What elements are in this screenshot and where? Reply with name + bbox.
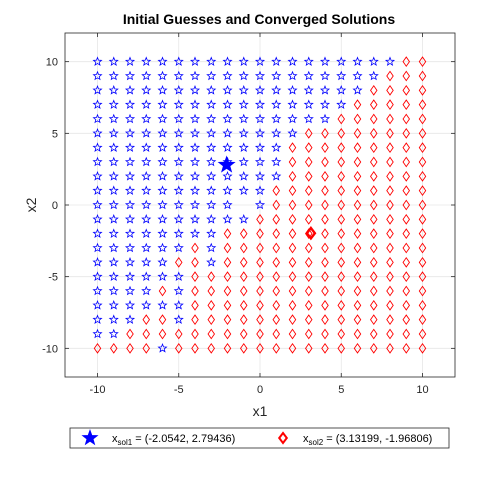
legend-label-sol2-value: = (3.13199, -1.96806) xyxy=(323,433,432,445)
chart-title: Initial Guesses and Converged Solutions xyxy=(123,11,395,27)
x-axis-label: x1 xyxy=(253,403,268,419)
legend: xsol1 = (-2.0542, 2.79436) xsol2 = (3.13… xyxy=(70,428,449,448)
y-tick-label: 5 xyxy=(52,128,58,140)
y-tick-label: -10 xyxy=(42,343,58,355)
x-tick-label: -5 xyxy=(174,384,184,396)
legend-label-sol1-sub: sol1 xyxy=(118,438,133,447)
y-tick-label: 10 xyxy=(46,57,58,69)
legend-label-sol2: xsol2 = (3.13199, -1.96806) xyxy=(303,433,432,447)
x-tick-label: 5 xyxy=(338,384,344,396)
x-tick-label: 10 xyxy=(416,384,428,396)
legend-label-sol2-sub: sol2 xyxy=(309,438,324,447)
y-axis-label: x2 xyxy=(23,197,39,212)
x-tick-label: -10 xyxy=(90,384,106,396)
y-tick-label: -5 xyxy=(48,272,58,284)
legend-label-sol1-value: = (-2.0542, 2.79436) xyxy=(132,433,235,445)
x-tick-label: 0 xyxy=(257,384,263,396)
y-tick-label: 0 xyxy=(52,200,58,212)
